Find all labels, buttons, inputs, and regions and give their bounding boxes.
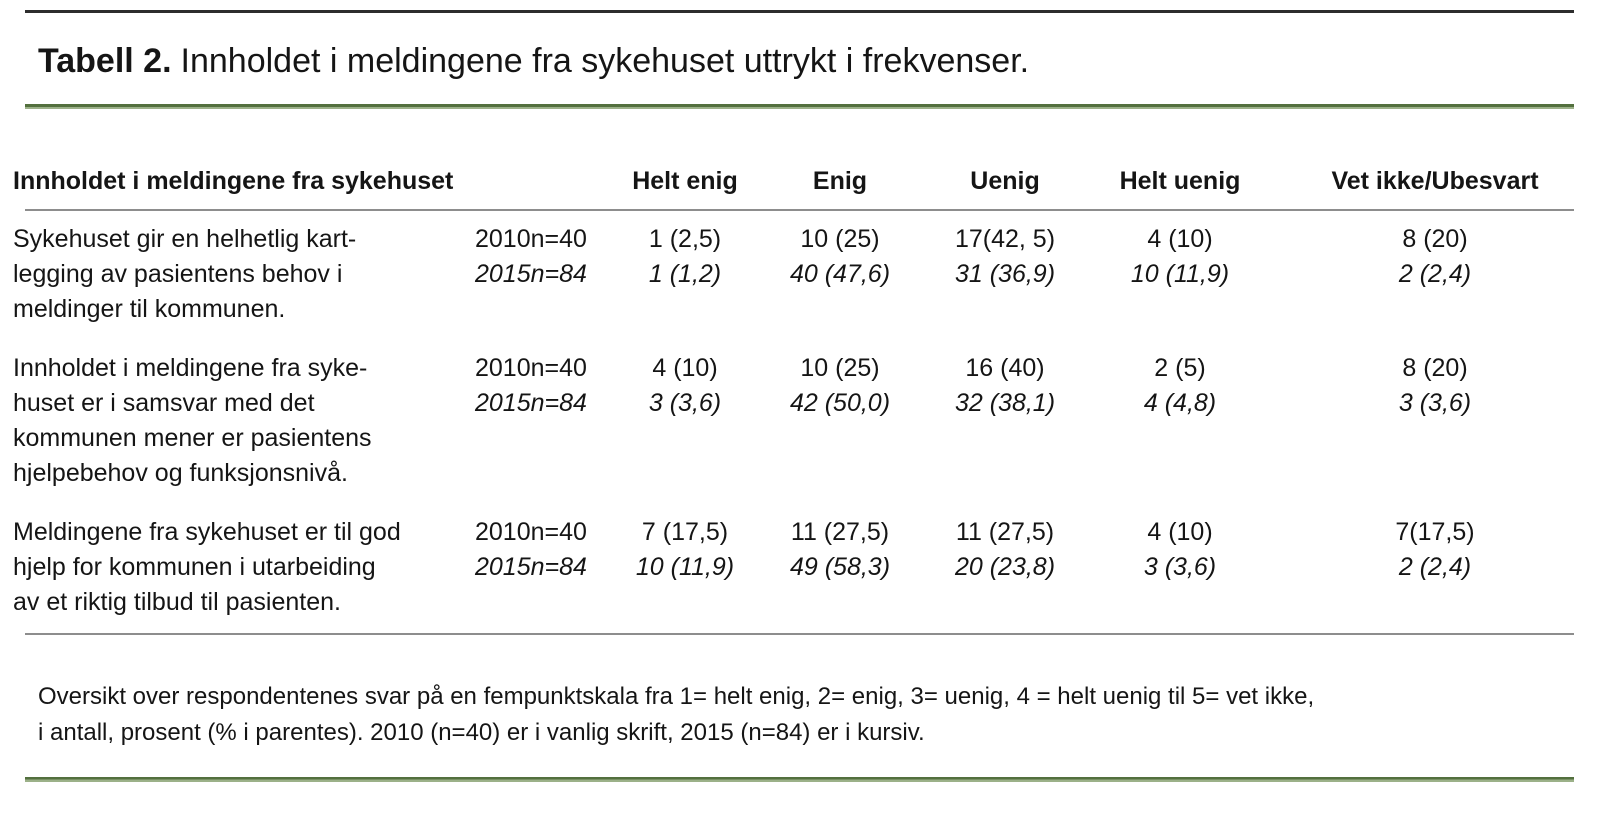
- value-2015: 3 (3,6): [1143, 553, 1217, 581]
- top-rule: [25, 10, 1574, 13]
- table-caption-text: Innholdet i meldingene fra sykehuset utt…: [180, 42, 1030, 80]
- row-year-col: 2010n=40 2015n=84: [440, 515, 610, 620]
- value-2015: 32 (38,1): [954, 389, 1056, 417]
- value-2015: 10 (11,9): [1130, 260, 1230, 288]
- row-statement: Sykehuset gir en helhetlig kart- legging…: [13, 225, 357, 323]
- value-2010: 1 (2,5): [648, 225, 722, 253]
- value-2015: 40 (47,6): [789, 260, 891, 288]
- header-helt-enig: Helt enig: [632, 167, 738, 195]
- cell-uenig: 16 (40) 32 (38,1): [920, 351, 1090, 491]
- cell-enig: 11 (27,5) 49 (58,3): [760, 515, 920, 620]
- value-2010: 4 (10): [652, 354, 718, 382]
- header-year: [440, 166, 610, 196]
- value-2015: 42 (50,0): [789, 389, 891, 417]
- caption-divider-rule: [25, 104, 1574, 109]
- header-statement: Innholdet i meldingene fra sykehuset: [13, 167, 454, 195]
- value-2015: 20 (23,8): [954, 553, 1056, 581]
- value-2015: 1 (1,2): [648, 260, 722, 288]
- row-year-col: 2010n=40 2015n=84: [440, 222, 610, 327]
- header-enig: Enig: [812, 167, 868, 195]
- cell-helt-enig: 4 (10) 3 (3,6): [610, 351, 760, 491]
- value-2015: 4 (4,8): [1143, 389, 1217, 417]
- cell-uenig: 17(42, 5) 31 (36,9): [920, 222, 1090, 327]
- table-bottom-rule: [25, 633, 1574, 635]
- row-statement: Meldingene fra sykehuset er til god hjel…: [13, 518, 401, 616]
- year-2015-label: 2015n=84: [475, 260, 587, 288]
- table-row: Sykehuset gir en helhetlig kart- legging…: [0, 211, 1600, 340]
- table-footnote: Oversikt over respondentenes svar på en …: [38, 683, 1315, 746]
- cell-vet-ikke: 7(17,5) 2 (2,4): [1270, 515, 1600, 620]
- bottom-rule: [25, 777, 1574, 782]
- cell-helt-enig: 7 (17,5) 10 (11,9): [610, 515, 760, 620]
- value-2015: 10 (11,9): [635, 553, 735, 581]
- cell-uenig: 11 (27,5) 20 (23,8): [920, 515, 1090, 620]
- value-2010: 4 (10): [1147, 518, 1213, 546]
- value-2010: 8 (20): [1402, 354, 1468, 382]
- table-caption: Tabell 2. Innholdet i meldingene fra syke…: [38, 39, 1600, 83]
- value-2010: 7(17,5): [1395, 518, 1475, 546]
- table-header-row: Innholdet i meldingene fra sykehuset Hel…: [0, 166, 1600, 196]
- value-2015: 31 (36,9): [954, 260, 1056, 288]
- cell-helt-enig: 1 (2,5) 1 (1,2): [610, 222, 760, 327]
- value-2010: 2 (5): [1154, 354, 1206, 382]
- value-2010: 17(42, 5): [954, 225, 1056, 253]
- year-2010-label: 2010n=40: [475, 354, 587, 382]
- table-row: Meldingene fra sykehuset er til god hjel…: [0, 504, 1600, 633]
- value-2010: 4 (10): [1147, 225, 1213, 253]
- table-caption-label: Tabell 2.: [38, 42, 172, 80]
- header-underline-rule: [25, 209, 1574, 211]
- value-2010: 11 (27,5): [790, 518, 890, 546]
- year-2015-label: 2015n=84: [475, 553, 587, 581]
- header-vet-ikke: Vet ikke/Ubesvart: [1331, 167, 1539, 195]
- value-2015: 3 (3,6): [1398, 389, 1472, 417]
- cell-vet-ikke: 8 (20) 3 (3,6): [1270, 351, 1600, 491]
- cell-enig: 10 (25) 40 (47,6): [760, 222, 920, 327]
- value-2015: 3 (3,6): [648, 389, 722, 417]
- header-helt-uenig: Helt uenig: [1119, 167, 1241, 195]
- cell-helt-uenig: 4 (10) 3 (3,6): [1090, 515, 1270, 620]
- value-2010: 11 (27,5): [955, 518, 1055, 546]
- cell-enig: 10 (25) 42 (50,0): [760, 351, 920, 491]
- row-statement: Innholdet i meldingene fra syke- huset e…: [13, 354, 372, 487]
- cell-helt-uenig: 2 (5) 4 (4,8): [1090, 351, 1270, 491]
- value-2010: 8 (20): [1402, 225, 1468, 253]
- header-uenig: Uenig: [970, 167, 1040, 195]
- value-2010: 16 (40): [965, 354, 1045, 382]
- year-2010-label: 2010n=40: [475, 518, 587, 546]
- row-year-col: 2010n=40 2015n=84: [440, 351, 610, 491]
- year-2010-label: 2010n=40: [475, 225, 587, 253]
- cell-helt-uenig: 4 (10) 10 (11,9): [1090, 222, 1270, 327]
- value-2015: 2 (2,4): [1398, 260, 1472, 288]
- cell-vet-ikke: 8 (20) 2 (2,4): [1270, 222, 1600, 327]
- year-2015-label: 2015n=84: [475, 389, 587, 417]
- table-row: Innholdet i meldingene fra syke- huset e…: [0, 340, 1600, 504]
- value-2010: 7 (17,5): [641, 518, 729, 546]
- value-2015: 49 (58,3): [789, 553, 891, 581]
- value-2015: 2 (2,4): [1398, 553, 1472, 581]
- value-2010: 10 (25): [800, 225, 880, 253]
- value-2010: 10 (25): [800, 354, 880, 382]
